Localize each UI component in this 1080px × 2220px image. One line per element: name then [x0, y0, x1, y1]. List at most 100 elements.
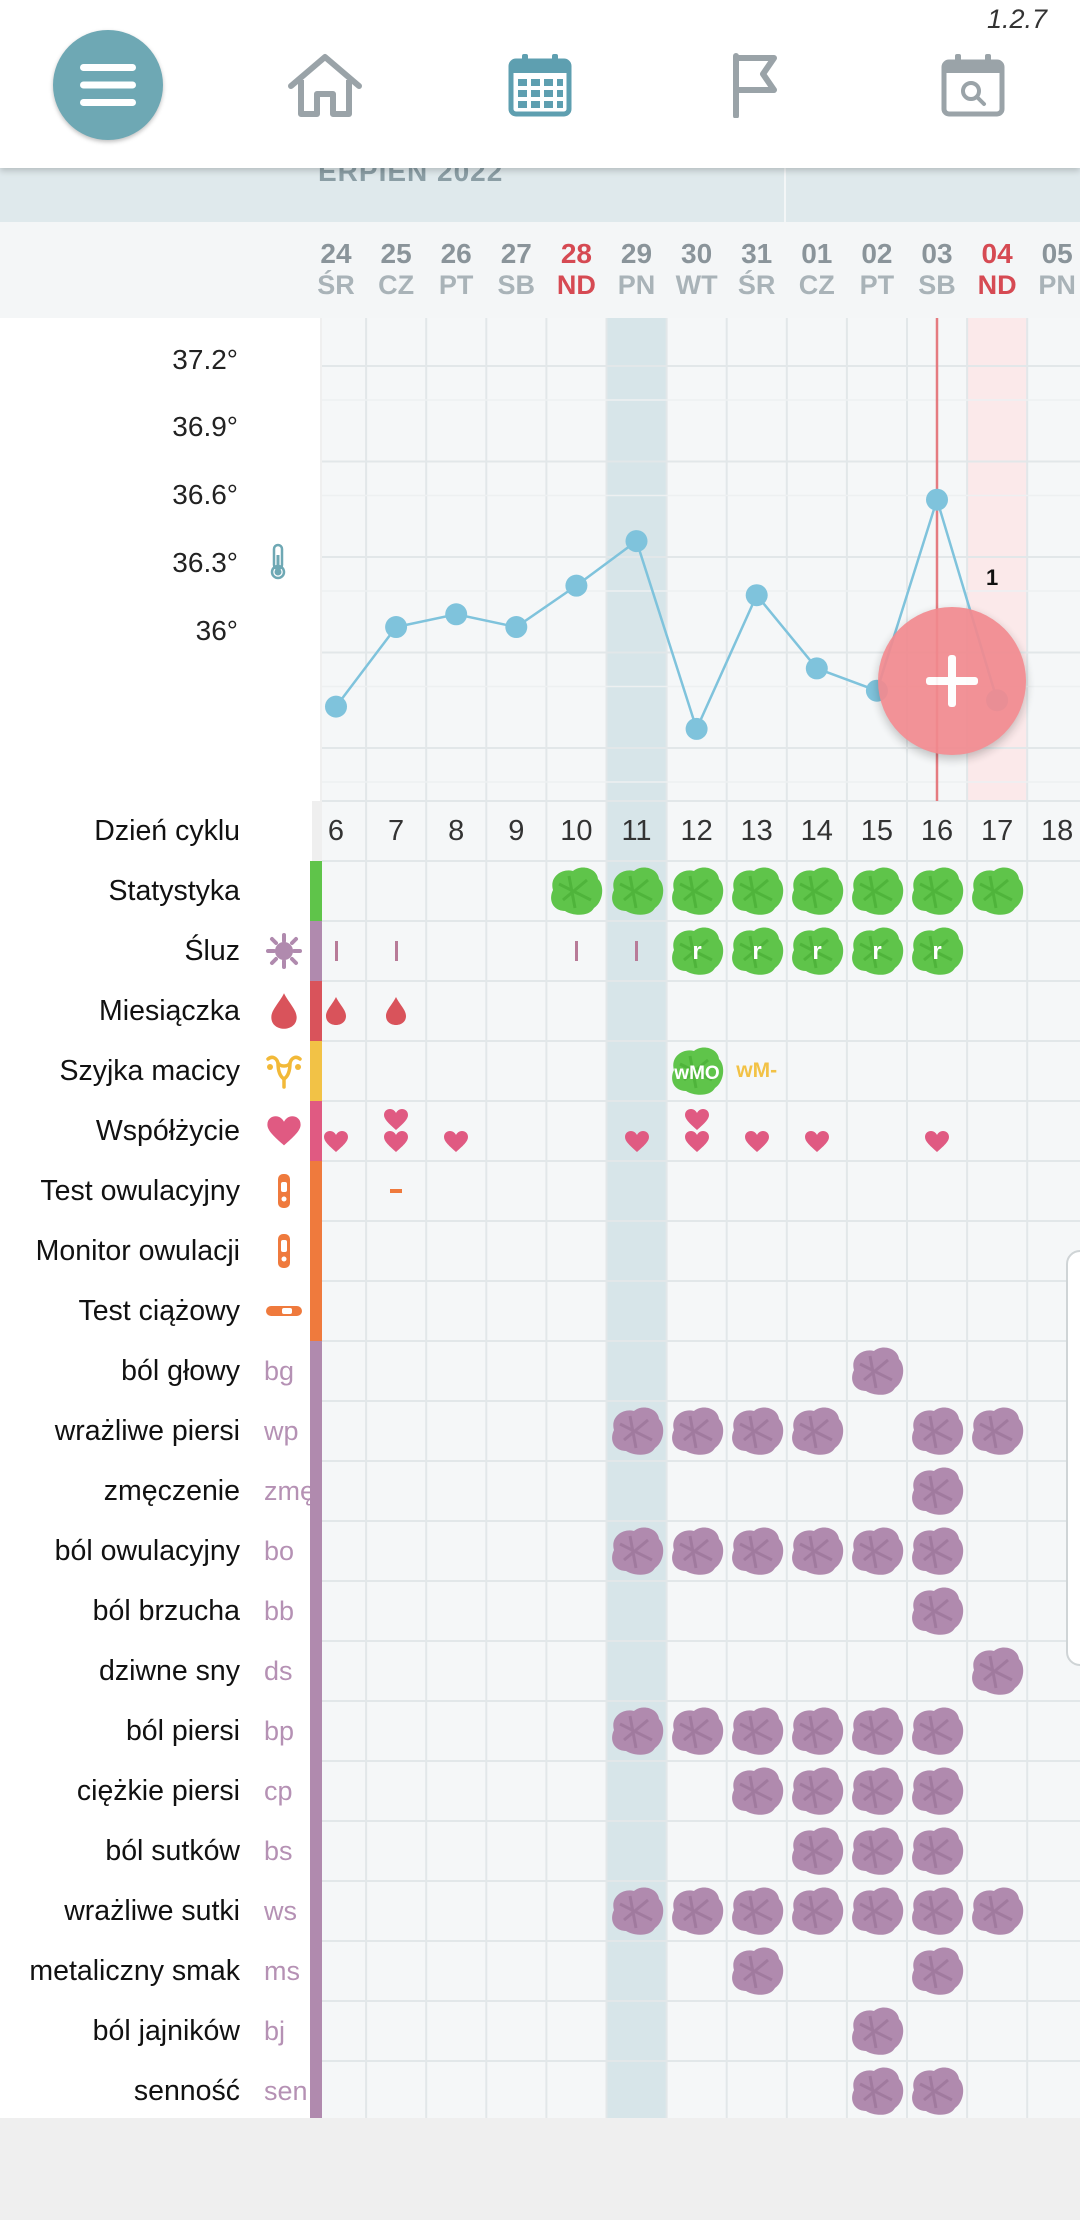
symptom-row[interactable]: ból głowy bg: [0, 1341, 1080, 1401]
date-header-cell[interactable]: 05 PN: [1027, 238, 1080, 300]
symptom-row[interactable]: dziwne sny ds: [0, 1641, 1080, 1701]
symptom-row[interactable]: ciężkie piersi cp: [0, 1761, 1080, 1821]
intercourse-heart-icon: [907, 1101, 967, 1161]
symptom-mark: [907, 2061, 967, 2121]
svg-text:wMO: wMO: [673, 1063, 719, 1084]
month-label: ERPIEŃ 2022: [318, 168, 504, 187]
date-header-cell[interactable]: 02 PT: [847, 238, 907, 300]
symptom-row[interactable]: Miesiączka: [0, 981, 1080, 1041]
y-tick-label: 37.2°: [172, 344, 238, 375]
symptom-mark: [907, 1941, 967, 2001]
symptom-row[interactable]: senność sen: [0, 2061, 1080, 2121]
row-header: [0, 801, 312, 861]
date-header-cell[interactable]: 27 SB: [486, 238, 546, 300]
row-color-strip: [310, 1221, 322, 1281]
row-header: [0, 921, 312, 981]
symptom-mark: [907, 1461, 967, 1521]
nav-flag[interactable]: [700, 30, 810, 140]
symptom-row[interactable]: Monitor owulacji: [0, 1221, 1080, 1281]
symptom-row[interactable]: Statystyka: [0, 861, 1080, 921]
row-label: metaliczny smak: [29, 1955, 240, 1987]
date-day-number: 05: [1041, 238, 1073, 269]
date-header-cell[interactable]: 26 PT: [426, 238, 486, 300]
row-color-strip: [310, 1881, 322, 1941]
symptom-mark: [727, 1881, 787, 1941]
temperature-point: [685, 717, 708, 740]
date-header-cell[interactable]: 31 ŚR: [727, 238, 787, 300]
symptom-row[interactable]: ból jajników bj: [0, 2001, 1080, 2061]
date-header-cell[interactable]: 24 ŚR: [306, 238, 366, 300]
row-header: [0, 2061, 312, 2121]
symptom-mark: [667, 1401, 727, 1461]
nav-calendar-search[interactable]: [918, 30, 1028, 140]
row-color-strip: [310, 1761, 322, 1821]
mucus-bar-mark: [306, 921, 366, 981]
row-header: [0, 1941, 312, 2001]
menu-button[interactable]: [53, 30, 163, 140]
symptom-row[interactable]: Test owulacyjny: [0, 1161, 1080, 1221]
symptom-row[interactable]: zmęczenie zmę: [0, 1461, 1080, 1521]
row-label: Test ciążowy: [78, 1295, 240, 1327]
row-color-strip: [310, 2001, 322, 2061]
date-header-cell[interactable]: 03 SB: [907, 238, 967, 300]
date-header-cell[interactable]: 25 CZ: [366, 238, 426, 300]
entry-green-mark: [727, 861, 787, 921]
symptom-row[interactable]: ból sutków bs: [0, 1821, 1080, 1881]
row-color-strip: [310, 1821, 322, 1881]
row-label: Dzień cyklu: [94, 815, 240, 847]
date-header-cell[interactable]: 04 ND: [967, 238, 1027, 300]
date-header-cell[interactable]: 29 PN: [607, 238, 667, 300]
symptom-row[interactable]: Śluz r r r r r: [0, 921, 1080, 981]
row-header: [0, 1881, 312, 1941]
date-header-cell[interactable]: 28 ND: [546, 238, 606, 300]
row-label: ból głowy: [121, 1355, 240, 1387]
temperature-point: [325, 695, 347, 718]
symptom-row[interactable]: Szyjka macicy wMO wM-: [0, 1041, 1080, 1101]
temperature-point: [385, 616, 408, 639]
side-drawer-handle[interactable]: [1066, 1250, 1080, 1666]
entry-green-mark: r: [907, 921, 967, 981]
entry-green-mark: wMO: [667, 1041, 727, 1101]
row-label: ciężkie piersi: [76, 1775, 240, 1807]
symptom-row[interactable]: wrażliwe piersi wp: [0, 1401, 1080, 1461]
symptom-row[interactable]: ból brzucha bb: [0, 1581, 1080, 1641]
symptom-mark: [967, 1641, 1027, 1701]
cycle-day-row: Dzień cyklu 6 7 8 9 10 11 12 13 14 15 16 17 18: [0, 801, 1080, 861]
symptom-row[interactable]: metaliczny smak ms: [0, 1941, 1080, 2001]
date-header-cell[interactable]: 30 WT: [667, 238, 727, 300]
row-color-strip: [310, 1581, 322, 1641]
add-entry-button[interactable]: [878, 607, 1026, 755]
row-color-strip: [310, 1041, 322, 1101]
symptom-row[interactable]: Współżycie: [0, 1101, 1080, 1161]
intercourse-heart-icon: [426, 1101, 486, 1161]
row-header: [0, 1341, 312, 1401]
row-header: [0, 861, 312, 921]
row-abbreviation: ds: [264, 1656, 293, 1686]
entry-green-mark: [787, 861, 847, 921]
entry-green-mark: r: [847, 921, 907, 981]
entry-green-mark: r: [667, 921, 727, 981]
row-label: wrażliwe piersi: [54, 1415, 240, 1447]
date-weekday: CZ: [798, 270, 835, 300]
symptom-mark: [907, 1581, 967, 1641]
nav-home[interactable]: [270, 30, 380, 140]
symptom-mark: [907, 1821, 967, 1881]
entry-green-mark: [907, 861, 967, 921]
nav-calendar[interactable]: [485, 30, 595, 140]
date-header-cell[interactable]: 01 CZ: [787, 238, 847, 300]
symptom-mark: [847, 2001, 907, 2061]
mucus-bar-mark: [607, 921, 667, 981]
symptom-mark: [787, 1881, 847, 1941]
symptom-mark: [907, 1521, 967, 1581]
symptom-row[interactable]: wrażliwe sutki ws: [0, 1881, 1080, 1941]
intercourse-double-heart-icon: [667, 1101, 727, 1161]
date-day-number: 24: [320, 238, 352, 269]
row-header: [0, 1281, 312, 1341]
symptom-row[interactable]: ból piersi bp: [0, 1701, 1080, 1761]
plus-icon: [926, 655, 978, 707]
symptom-row[interactable]: ból owulacyjny bo: [0, 1521, 1080, 1581]
symptom-row[interactable]: Test ciążowy: [0, 1281, 1080, 1341]
month-separator: [784, 168, 786, 222]
top-navigation-bar: 1.2.7: [0, 0, 1080, 168]
heart-icon: [262, 1101, 306, 1161]
